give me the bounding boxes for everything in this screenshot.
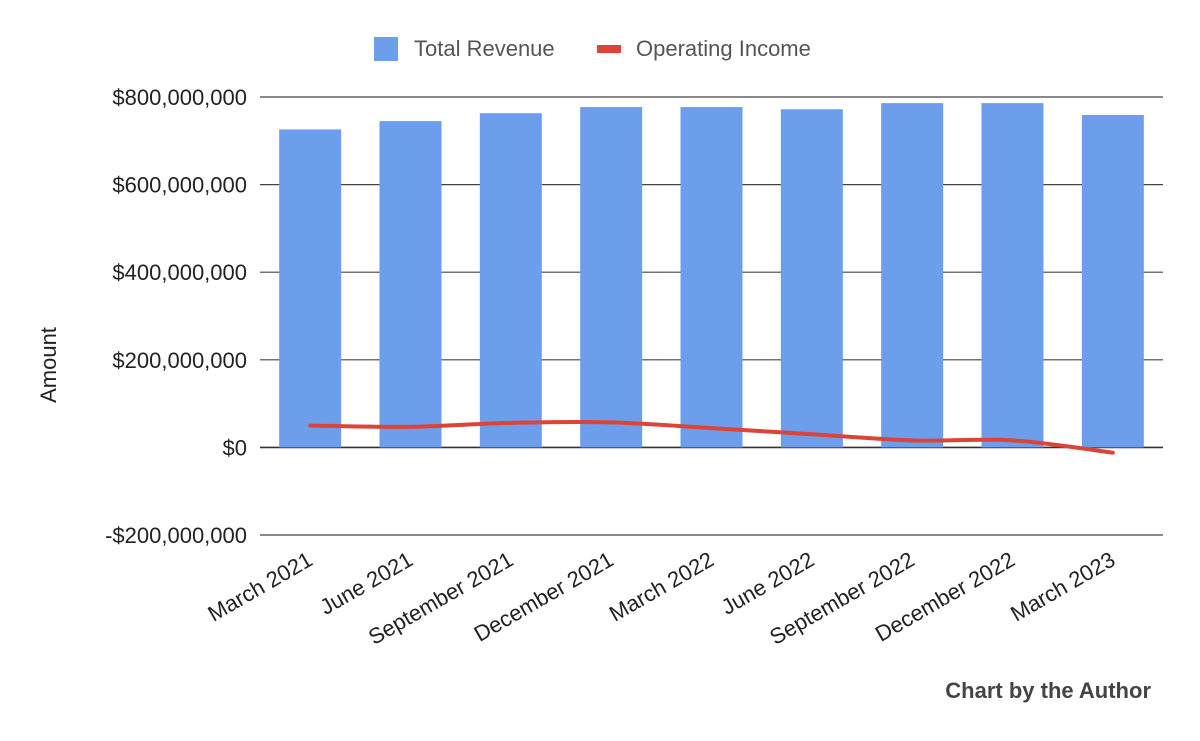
legend-swatch-total-revenue — [374, 37, 398, 61]
line-operating-income — [308, 419, 1115, 455]
legend-swatch-operating-income — [597, 45, 621, 53]
x-tick-label: March 2021 — [204, 547, 317, 627]
bar-total-revenue — [580, 107, 643, 448]
x-tick-label: March 2022 — [605, 547, 718, 627]
legend-label-total-revenue: Total Revenue — [414, 36, 555, 61]
bar-total-revenue — [479, 113, 542, 448]
legend-label-operating-income: Operating Income — [636, 36, 811, 61]
legend: Total Revenue Operating Income — [374, 36, 811, 61]
bar-total-revenue — [881, 103, 944, 448]
bar-total-revenue — [680, 107, 743, 448]
x-tick-label: March 2023 — [1006, 547, 1119, 627]
bar-total-revenue — [279, 129, 342, 448]
y-tick-label: -$200,000,000 — [105, 523, 247, 548]
y-tick-label: $400,000,000 — [112, 260, 247, 285]
bar-total-revenue — [1081, 114, 1144, 448]
y-tick-label: $0 — [223, 435, 247, 460]
y-tick-label: $200,000,000 — [112, 348, 247, 373]
y-tick-label: $600,000,000 — [112, 173, 247, 198]
y-axis-tick-labels: -$200,000,000 $0 $200,000,000 $400,000,000 $… — [105, 85, 247, 548]
bar-total-revenue — [780, 109, 843, 448]
bar-total-revenue — [981, 103, 1044, 448]
y-tick-label: $800,000,000 — [112, 85, 247, 110]
bar-total-revenue — [379, 121, 442, 448]
operating-income-line — [308, 419, 1115, 455]
y-axis-title: Amount — [36, 327, 61, 403]
revenue-bars — [279, 103, 1144, 448]
chart-credit: Chart by the Author — [945, 678, 1151, 703]
